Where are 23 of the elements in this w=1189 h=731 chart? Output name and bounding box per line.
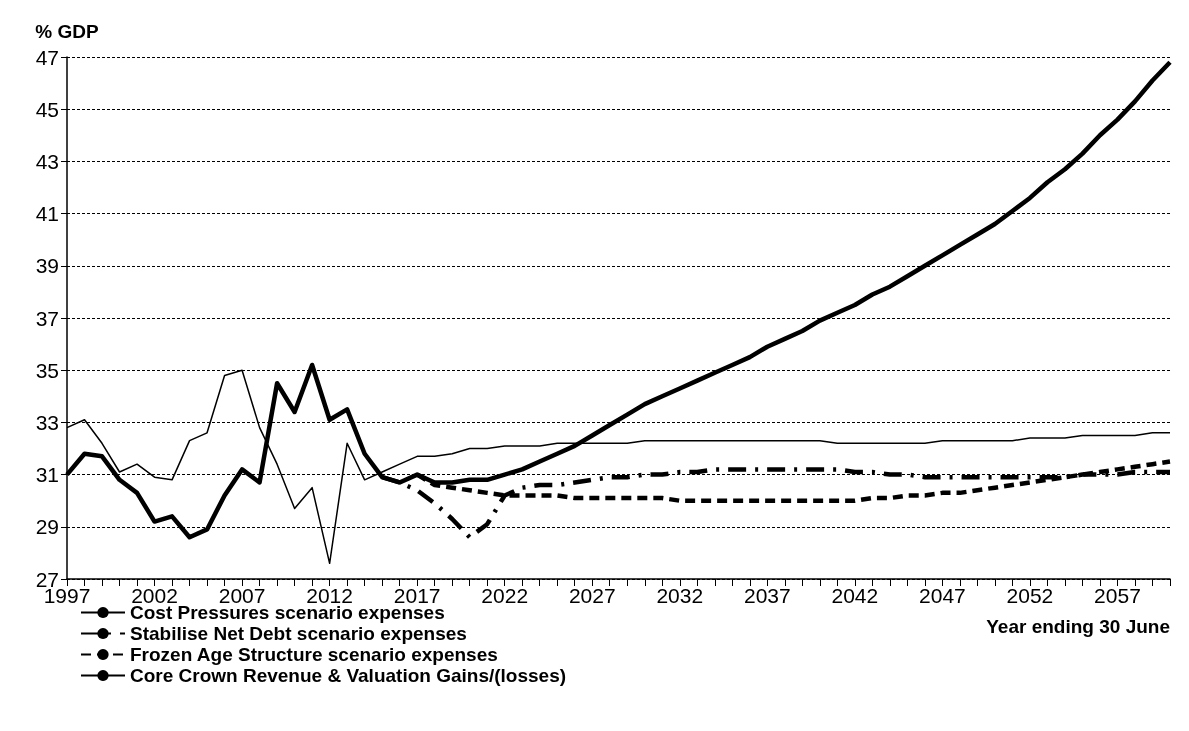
x-tick-label: 2032 (656, 584, 704, 607)
x-tick-label: 2042 (831, 584, 879, 607)
x-tick-label: 2027 (568, 584, 616, 607)
y-tick-label: 43 (35, 149, 59, 173)
y-tick-label: 45 (35, 97, 59, 121)
legend-label: Core Crown Revenue & Valuation Gains/(losses) (130, 665, 567, 686)
y-tick-label: 39 (35, 254, 59, 278)
x-tick-label: 2022 (481, 584, 529, 607)
x-tick-label: 2052 (1006, 584, 1054, 607)
y-tick-label: 33 (35, 410, 59, 434)
x-tick-label: 2037 (743, 584, 791, 607)
y-tick-label: 31 (35, 463, 59, 487)
y-tick-label: 35 (35, 358, 59, 382)
x-axis-title: Year ending 30 June (986, 616, 1170, 637)
x-tick-label: 2057 (1094, 584, 1141, 607)
x-tick-label: 2047 (919, 584, 966, 607)
legend-label: Frozen Age Structure scenario expenses (130, 644, 498, 665)
y-tick-label: 29 (35, 515, 59, 539)
legend-label: Stabilise Net Debt scenario expenses (130, 623, 467, 644)
y-tick-label: 37 (35, 306, 59, 330)
y-tick-label: 41 (35, 202, 59, 226)
y-axis-title: % GDP (35, 21, 99, 42)
y-tick-label: 47 (35, 45, 59, 69)
